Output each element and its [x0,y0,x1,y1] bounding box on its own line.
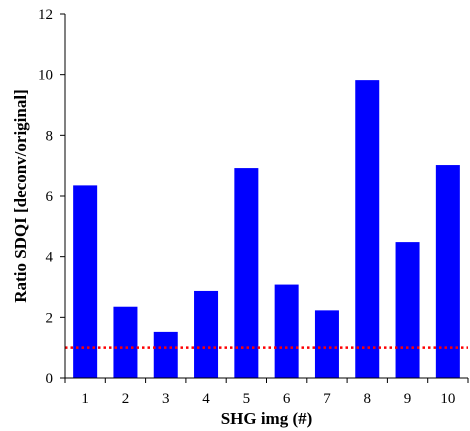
y-tick-label-6: 6 [46,189,54,205]
axes [60,13,469,383]
x-tick-label-3: 3 [162,391,170,407]
y-axis-title: Ratio SDQI [deconv/original] [11,89,30,302]
y-tick-label-8: 8 [46,128,54,144]
bar-6 [274,284,299,378]
bar-5 [234,168,259,378]
x-tick-label-5: 5 [243,391,251,407]
bar-4 [194,290,219,378]
y-tick-label-10: 10 [38,68,53,84]
x-tick-label-4: 4 [202,391,210,407]
bar-1 [73,185,98,378]
x-axis-title: SHG img (#) [221,409,313,428]
x-tick-label-6: 6 [283,391,291,407]
bar-10 [435,165,460,378]
y-tick-label-0: 0 [46,371,54,387]
x-tick-label-8: 8 [364,391,372,407]
y-tick-label-2: 2 [46,310,54,326]
bar-series [73,80,460,378]
x-tick-label-10: 10 [440,391,455,407]
bar-3 [153,331,178,378]
y-tick-label-12: 12 [38,7,53,23]
x-tick-label-9: 9 [404,391,412,407]
x-tick-label-7: 7 [323,391,331,407]
bar-2 [113,306,138,378]
bar-9 [395,242,420,378]
y-tick-label-4: 4 [46,250,54,266]
x-tick-label-1: 1 [81,391,89,407]
y-tick-labels: 0 2 4 6 8 10 12 [38,7,54,387]
bar-8 [355,80,380,378]
x-tick-labels: 1 2 3 4 5 6 7 8 9 10 [81,391,455,407]
x-tick-label-2: 2 [122,391,130,407]
bar-7 [314,310,339,378]
